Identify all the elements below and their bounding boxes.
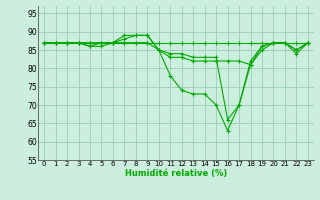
X-axis label: Humidité relative (%): Humidité relative (%) [125,169,227,178]
